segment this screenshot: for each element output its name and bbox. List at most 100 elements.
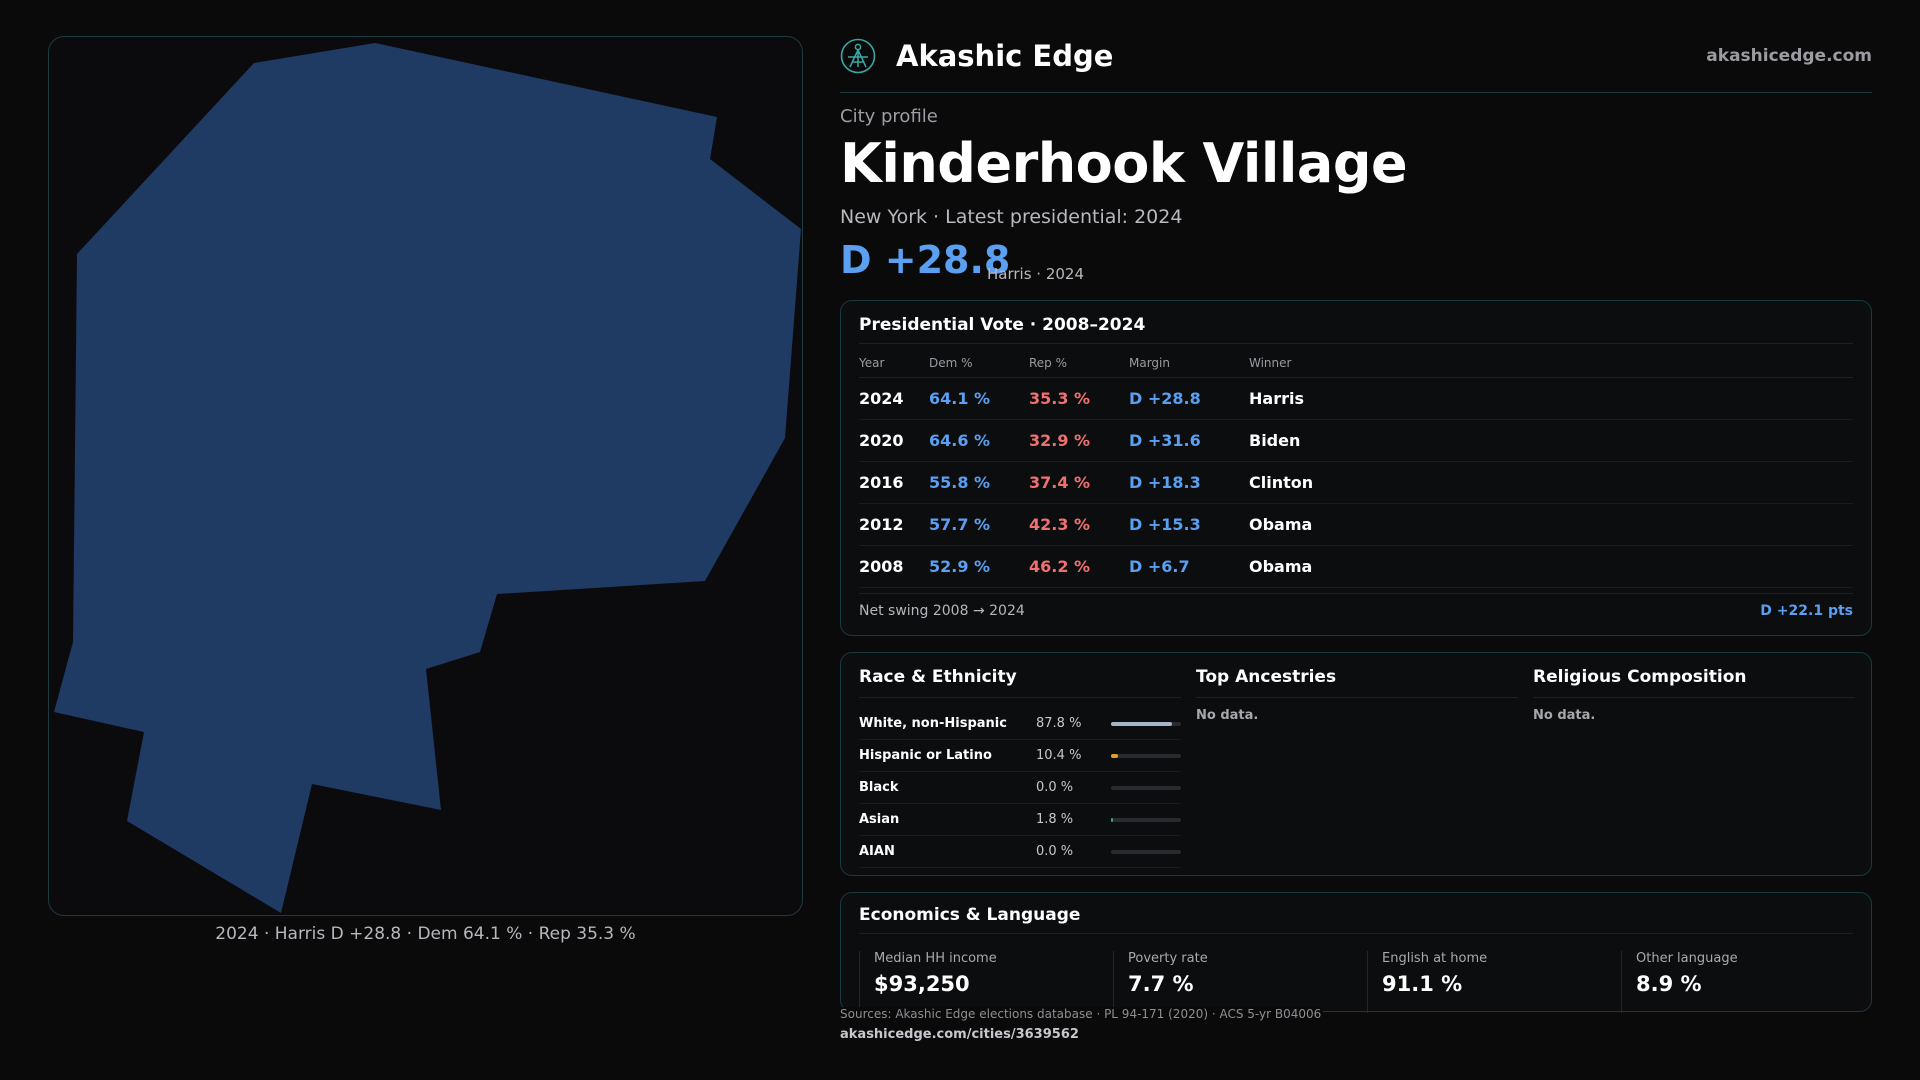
site-url-link[interactable]: akashicedge.com [1706, 46, 1872, 66]
ancestries-title: Top Ancestries [1196, 667, 1337, 687]
stat-label: Other language [1636, 951, 1738, 966]
row-margin: D +6.7 [1129, 545, 1249, 588]
race-pct: 0.0 % [1036, 780, 1074, 795]
race-pct: 1.8 % [1036, 812, 1074, 827]
row-year: 2016 [859, 461, 929, 504]
row-rep: 37.4 % [1029, 461, 1129, 504]
stat-label: Poverty rate [1128, 951, 1208, 966]
religion-title: Religious Composition [1533, 667, 1747, 687]
row-year: 2020 [859, 419, 929, 462]
brand[interactable]: Akashic Edge [840, 38, 1113, 74]
map-caption: 2024 · Harris D +28.8 · Dem 64.1 % · Rep… [215, 924, 636, 944]
table-row: 2016 55.8 % 37.4 % D +18.3 Clinton [859, 461, 1853, 504]
race-pct: 10.4 % [1036, 748, 1082, 763]
net-swing-label: Net swing 2008 → 2024 [859, 603, 1025, 619]
table-row: 2008 52.9 % 46.2 % D +6.7 Obama [859, 545, 1853, 588]
race-label: Hispanic or Latino [859, 748, 992, 763]
header-margin: Margin [1129, 349, 1249, 378]
row-winner: Obama [1249, 545, 1853, 588]
footer-sources: Sources: Akashic Edge elections database… [840, 1007, 1324, 1021]
ancestries-section: Top Ancestries No data. [1196, 667, 1518, 723]
race-bar-track [1111, 785, 1181, 790]
row-dem: 64.1 % [929, 377, 1029, 420]
table-row: 2012 57.7 % 42.3 % D +15.3 Obama [859, 503, 1853, 546]
net-swing-value: D +22.1 pts [1760, 603, 1853, 619]
religion-empty: No data. [1533, 708, 1596, 723]
economics-card: Economics & Language Median HH income $9… [840, 892, 1872, 1013]
english-at-home-stat: English at home 91.1 % [1367, 951, 1607, 1013]
swing-divider [859, 593, 1853, 594]
list-item: Asian 1.8 % [859, 804, 1181, 836]
row-year: 2008 [859, 545, 929, 588]
row-winner: Biden [1249, 419, 1853, 462]
race-bar-fill [1111, 753, 1119, 758]
demographics-card: Race & Ethnicity White, non-Hispanic 87.… [840, 652, 1872, 876]
row-dem: 64.6 % [929, 419, 1029, 462]
row-rep: 42.3 % [1029, 503, 1129, 546]
religion-title-divider [1533, 697, 1855, 698]
row-rep: 35.3 % [1029, 377, 1129, 420]
profile-subtitle: New York · Latest presidential: 2024 [840, 206, 1183, 228]
religion-section: Religious Composition No data. [1533, 667, 1855, 723]
table-row: 2020 64.6 % 32.9 % D +31.6 Biden [859, 419, 1853, 462]
race-pct: 87.8 % [1036, 716, 1082, 731]
ancestries-empty: No data. [1196, 708, 1259, 723]
row-winner: Harris [1249, 377, 1853, 420]
row-dem: 57.7 % [929, 503, 1029, 546]
row-dem: 52.9 % [929, 545, 1029, 588]
economics-title: Economics & Language [859, 905, 1081, 925]
header-divider [840, 92, 1872, 93]
vote-card-divider [859, 343, 1853, 344]
row-rep: 46.2 % [1029, 545, 1129, 588]
profile-eyebrow: City profile [840, 106, 938, 127]
stat-value: 91.1 % [1382, 972, 1463, 996]
vote-card-title: Presidential Vote · 2008–2024 [859, 315, 1146, 335]
brand-name: Akashic Edge [896, 39, 1114, 73]
race-pct: 0.0 % [1036, 844, 1074, 859]
row-dem: 55.8 % [929, 461, 1029, 504]
city-boundary-shape [54, 43, 801, 913]
presidential-vote-card: Presidential Vote · 2008–2024 Year Dem %… [840, 300, 1872, 636]
list-item: White, non-Hispanic 87.8 % [859, 708, 1181, 740]
race-bar-track [1111, 817, 1181, 822]
row-margin: D +31.6 [1129, 419, 1249, 462]
race-bar-fill [1111, 721, 1173, 726]
race-label: Asian [859, 812, 900, 827]
stat-label: Median HH income [874, 951, 997, 966]
city-boundary-svg [54, 43, 801, 913]
header-year: Year [859, 349, 929, 378]
latest-margin: D +28.8 [840, 238, 1011, 282]
city-boundary-map[interactable] [48, 36, 803, 916]
table-row: 2024 64.1 % 35.3 % D +28.8 Harris [859, 377, 1853, 420]
brand-logo-icon [840, 38, 876, 74]
ancestries-title-divider [1196, 697, 1518, 698]
header-rep: Rep % [1029, 349, 1129, 378]
row-margin: D +28.8 [1129, 377, 1249, 420]
row-winner: Clinton [1249, 461, 1853, 504]
vote-table-header: Year Dem % Rep % Margin Winner [859, 349, 1853, 378]
header-winner: Winner [1249, 349, 1853, 378]
row-margin: D +15.3 [1129, 503, 1249, 546]
stat-label: English at home [1382, 951, 1488, 966]
race-title: Race & Ethnicity [859, 667, 1017, 687]
row-year: 2024 [859, 377, 929, 420]
header-dem: Dem % [929, 349, 1029, 378]
race-list: White, non-Hispanic 87.8 % Hispanic or L… [859, 708, 1181, 868]
poverty-rate-stat: Poverty rate 7.7 % [1113, 951, 1353, 1013]
list-item: Hispanic or Latino 10.4 % [859, 740, 1181, 772]
footer-url-link[interactable]: akashicedge.com/cities/3639562 [840, 1027, 1079, 1042]
row-winner: Obama [1249, 503, 1853, 546]
row-rep: 32.9 % [1029, 419, 1129, 462]
economics-divider [859, 933, 1853, 934]
race-title-divider [859, 697, 1181, 698]
race-bar-track [1111, 721, 1181, 726]
race-bar-track [1111, 753, 1181, 758]
row-margin: D +18.3 [1129, 461, 1249, 504]
stat-value: 8.9 % [1636, 972, 1702, 996]
row-year: 2012 [859, 503, 929, 546]
median-income-stat: Median HH income $93,250 [859, 951, 1099, 1013]
page-title: Kinderhook Village [840, 132, 1408, 195]
vote-table: Year Dem % Rep % Margin Winner 2024 64.1… [859, 349, 1853, 588]
race-ethnicity-section: Race & Ethnicity White, non-Hispanic 87.… [859, 667, 1181, 868]
